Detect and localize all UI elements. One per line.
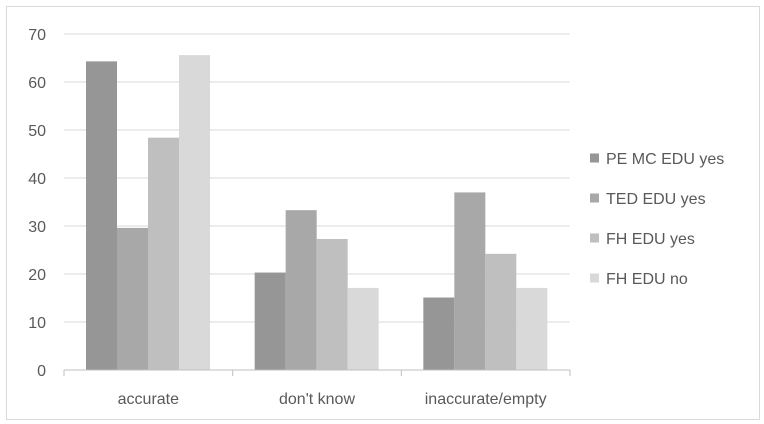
bars	[86, 55, 548, 371]
bar-3-series-3	[485, 253, 517, 370]
bar-1-series-3	[148, 137, 179, 370]
bar-3-series-4	[516, 287, 548, 370]
legend-swatch-4	[590, 273, 599, 283]
legend-swatch-2	[590, 193, 599, 203]
x-category-label-1: accurate	[118, 391, 179, 408]
y-tick-label-0: 0	[37, 363, 46, 380]
y-tick-label-10: 10	[28, 315, 46, 332]
bar-1-series-1	[86, 61, 117, 371]
bar-3-series-1	[423, 297, 455, 370]
bar-2-series-3	[316, 238, 348, 370]
x-axis	[63, 369, 571, 376]
bar-2-series-2	[285, 210, 317, 370]
x-category-label-3: inaccurate/empty	[425, 391, 547, 408]
bar-2-series-1	[254, 272, 286, 370]
y-tick-label-30: 30	[28, 219, 46, 236]
y-tick-label-50: 50	[28, 123, 46, 140]
legend-label-3: FH EDU yes	[606, 231, 695, 248]
y-tick-label-40: 40	[28, 171, 46, 188]
legend-label-4: FH EDU no	[606, 271, 688, 288]
y-tick-label-60: 60	[28, 75, 46, 92]
legend-swatch-1	[590, 153, 599, 163]
legend-swatch-3	[590, 233, 599, 243]
x-axis-category-labels: accurate don't know inaccurate/empty	[118, 391, 547, 408]
y-axis-tick-labels: 0 10 20 30 40 50 60 70	[28, 27, 46, 380]
bar-2-series-4	[347, 287, 379, 370]
bar-3-series-2	[454, 192, 486, 370]
bar-1-series-4	[179, 55, 210, 371]
x-category-label-2: don't know	[279, 391, 355, 408]
y-tick-label-20: 20	[28, 267, 46, 284]
legend-label-1: PE MC EDU yes	[606, 151, 724, 168]
legend-label-2: TED EDU yes	[606, 191, 706, 208]
legend: PE MC EDU yes TED EDU yes FH EDU yes FH EDU…	[590, 151, 724, 288]
y-tick-label-70: 70	[28, 27, 46, 44]
bar-1-series-2	[117, 227, 148, 370]
